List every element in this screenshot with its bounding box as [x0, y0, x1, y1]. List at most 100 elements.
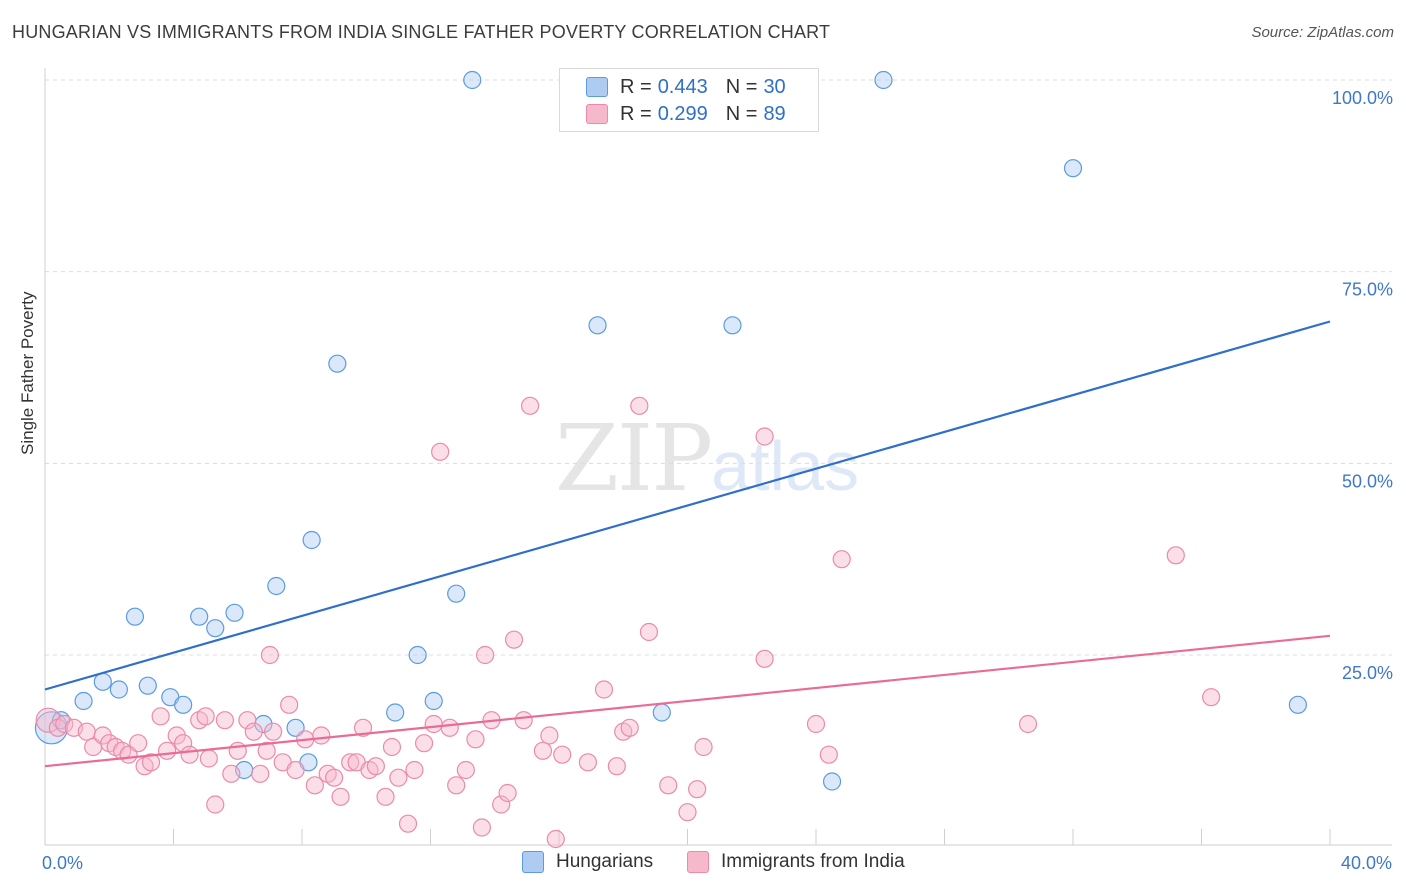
point-india	[366, 757, 385, 776]
legend-swatch-hungarians	[586, 77, 608, 97]
legend-row-india: R = 0.299 N = 89	[586, 102, 786, 126]
point-india	[806, 714, 826, 734]
point-hungarians	[109, 680, 128, 699]
point-hungarians	[874, 70, 893, 90]
point-hungarians	[328, 354, 347, 373]
point-india	[492, 795, 511, 814]
point-india	[55, 714, 74, 734]
point-hungarians	[1288, 695, 1307, 714]
point-hungarians	[1063, 159, 1083, 178]
trendline-hungarians	[44, 320, 1331, 691]
chart-title: HUNGARIAN VS IMMIGRANTS FROM INDIA SINGL…	[12, 22, 831, 42]
point-india	[389, 768, 408, 787]
x-tick-label: 0.0%	[42, 853, 83, 873]
legend-row-hungarians: R = 0.443 N = 30	[586, 75, 786, 99]
r-value: 0.299	[657, 102, 708, 125]
point-india	[331, 787, 350, 806]
point-india	[222, 764, 241, 783]
point-hungarians	[74, 691, 93, 711]
point-india	[312, 726, 331, 745]
point-hungarians	[588, 316, 607, 335]
r-label: R =	[620, 102, 652, 125]
point-india	[520, 396, 540, 415]
watermark: ZIPatlas	[555, 405, 859, 512]
legend-label-india: Immigrants from India	[721, 851, 905, 872]
legend-swatch-india	[687, 851, 709, 873]
r-value: 0.443	[657, 75, 708, 98]
point-india	[755, 649, 774, 668]
point-india	[286, 760, 305, 780]
point-india	[514, 711, 533, 730]
point-india	[553, 745, 572, 764]
point-india	[199, 749, 218, 768]
point-india	[498, 783, 517, 803]
legend-item-india[interactable]: Immigrants from India	[687, 851, 905, 873]
source-label: Source: ZipAtlas.com	[1251, 24, 1394, 41]
point-india	[280, 695, 299, 714]
point-india	[325, 768, 344, 787]
point-hungarians	[93, 672, 112, 691]
point-hungarians	[386, 703, 405, 722]
point-india	[141, 753, 161, 772]
point-india	[456, 760, 475, 780]
point-india	[540, 726, 559, 745]
point-india	[305, 776, 324, 795]
point-india	[414, 734, 434, 753]
legend-label-hungarians: Hungarians	[556, 851, 654, 872]
point-india	[466, 730, 485, 749]
point-hungarians	[206, 619, 225, 638]
point-hungarians	[302, 530, 321, 550]
point-india	[215, 711, 234, 730]
trendline-india	[44, 634, 1331, 768]
point-india	[440, 718, 459, 737]
point-india	[688, 780, 707, 799]
point-hungarians	[652, 703, 671, 722]
point-india	[405, 760, 424, 780]
n-label: N =	[725, 102, 758, 125]
point-hungarians	[463, 70, 482, 90]
point-india	[382, 737, 402, 757]
point-hungarians	[267, 576, 286, 596]
point-india	[678, 803, 697, 822]
y-tick-label: 100.0%	[1332, 88, 1393, 108]
point-india	[694, 737, 713, 757]
point-india	[630, 396, 649, 415]
point-india	[129, 734, 148, 753]
point-hungarians	[424, 691, 443, 711]
point-india	[238, 711, 257, 730]
point-india	[77, 722, 96, 741]
point-hungarians	[125, 607, 145, 626]
point-hungarians	[190, 607, 209, 626]
legend-swatch-india	[586, 104, 608, 124]
point-hungarians	[822, 772, 842, 791]
point-india	[263, 722, 283, 741]
n-value: 30	[763, 75, 786, 98]
legend-item-hungarians[interactable]: Hungarians	[522, 851, 653, 873]
y-axis-label: Single Father Poverty	[18, 291, 37, 455]
point-india	[206, 795, 225, 814]
point-india	[755, 427, 774, 446]
point-india	[257, 741, 276, 760]
point-india	[546, 829, 565, 849]
point-india	[260, 645, 279, 665]
point-india	[1202, 688, 1221, 707]
point-hungarians	[447, 584, 466, 603]
point-india	[376, 787, 395, 806]
legend-swatch-hungarians	[522, 851, 544, 873]
point-india	[157, 741, 177, 760]
point-india	[353, 718, 373, 737]
point-hungarians	[174, 695, 193, 714]
point-india	[196, 707, 215, 726]
point-india	[431, 442, 450, 461]
point-india	[639, 622, 659, 642]
y-tick-label: 50.0%	[1342, 471, 1393, 491]
point-india	[607, 757, 626, 776]
point-india	[533, 741, 553, 760]
point-india	[476, 645, 495, 665]
point-india	[447, 776, 466, 795]
point-india	[504, 630, 524, 649]
r-label: R =	[620, 75, 652, 98]
n-value: 89	[763, 102, 786, 125]
point-india	[151, 707, 170, 726]
